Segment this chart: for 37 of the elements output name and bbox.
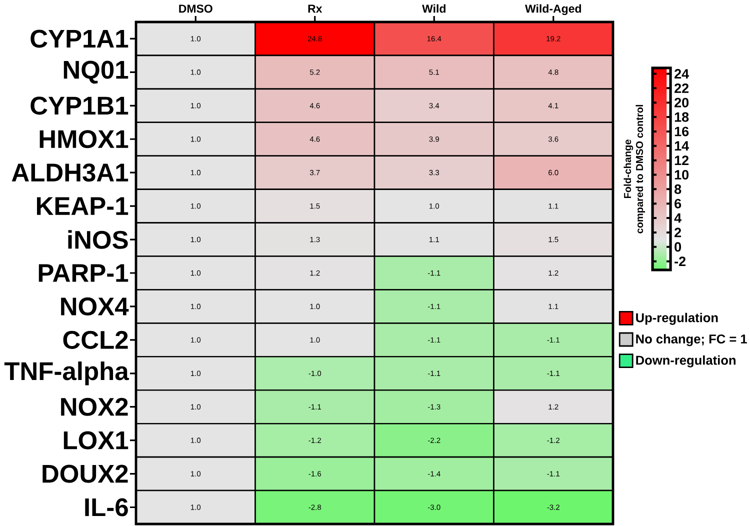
y-tick-label: ALDH3A1	[12, 164, 128, 182]
color-bar-label: 6	[674, 198, 682, 208]
legend-label: Down-regulation	[636, 355, 736, 368]
x-tick-label: Wild	[422, 4, 446, 13]
y-tick-label: iNOS	[68, 230, 128, 249]
y-tick-label: HMOX1	[40, 130, 128, 148]
x-tick-label: Rx	[308, 4, 322, 13]
y-tick-label: DOUX2	[42, 464, 128, 483]
legend-label: No change; FC = 1	[636, 334, 747, 346]
legend-label: Up-regulation	[636, 312, 718, 325]
x-tick-label: DMSO	[179, 4, 212, 13]
x-tick-label: Wild-Aged	[525, 4, 581, 16]
color-bar-label: -2	[674, 256, 686, 266]
color-bar-label: 12	[674, 156, 689, 166]
y-tick-label: NQ01	[64, 60, 128, 84]
y-tick-label: TNF-alpha	[4, 362, 129, 386]
color-bar-label: 0	[674, 242, 682, 252]
y-tick-label: IL-6	[85, 498, 128, 516]
y-tick-label: CYP1A1	[30, 30, 128, 48]
color-bar-title: Fold-change compared to DMSO control	[624, 104, 646, 234]
color-bar-label: 8	[674, 184, 682, 194]
y-tick-label: NOX4	[61, 297, 129, 316]
color-bar-label: 18	[674, 112, 689, 122]
color-bar-label: 20	[674, 98, 689, 108]
y-tick-label: KEAP-1	[36, 197, 128, 215]
color-bar-label: 2	[674, 228, 682, 238]
y-tick-label: LOX1	[64, 431, 128, 450]
y-tick-label: NOX2	[61, 398, 128, 416]
color-bar-label: 22	[674, 83, 689, 93]
color-bar-label: 10	[674, 170, 689, 180]
color-bar-label: 24	[674, 69, 690, 78]
color-bar-label: 16	[674, 126, 689, 136]
y-tick-label: CCL2	[63, 330, 128, 349]
color-bar-label: 14	[674, 141, 690, 151]
y-tick-label: CYP1B1	[30, 96, 128, 115]
y-tick-label: PARP-1	[38, 264, 128, 282]
color-bar-label: 4	[674, 213, 682, 223]
